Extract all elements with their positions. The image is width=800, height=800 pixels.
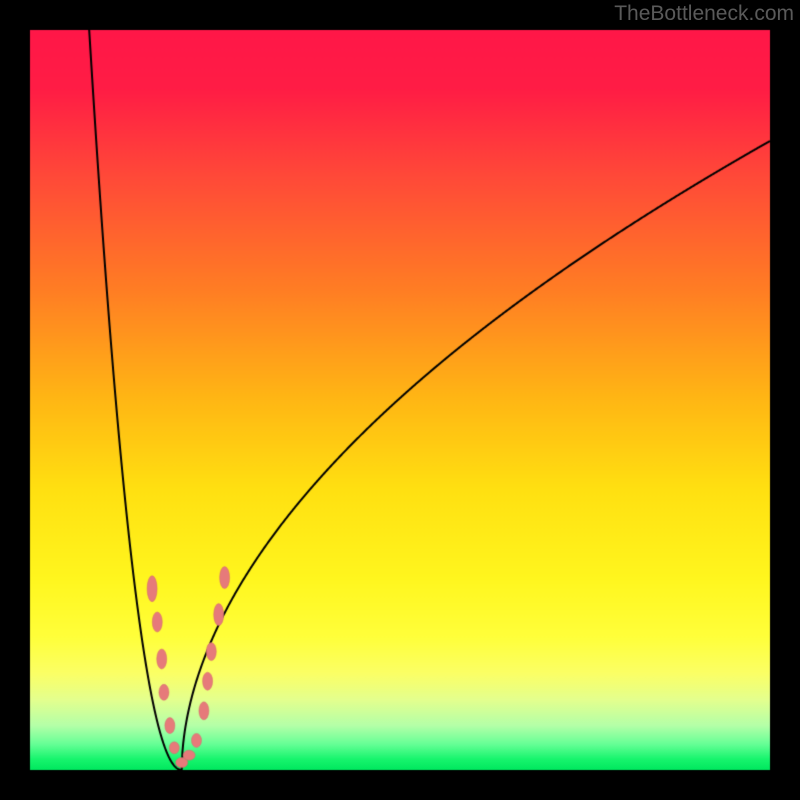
chart-stage: TheBottleneck.com [0,0,800,800]
bottleneck-chart-canvas [0,0,800,800]
